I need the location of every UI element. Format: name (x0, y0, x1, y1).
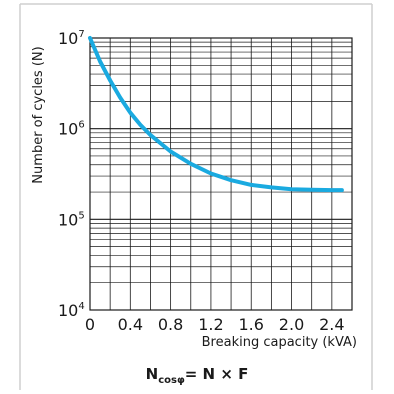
x-tick-label: 0.8 (158, 315, 183, 334)
x-tick-label: 0 (85, 315, 95, 334)
formula-rest: = N × F (184, 365, 249, 383)
formula: Ncosφ= N × F (0, 365, 394, 386)
y-tick-label: 104 (58, 301, 85, 320)
x-tick-label: 2.4 (319, 315, 344, 334)
series-line (88, 36, 344, 193)
formula-subscript: cosφ (158, 375, 185, 386)
y-tick-label: 105 (58, 210, 85, 229)
x-tick-label: 0.4 (118, 315, 143, 334)
x-tick-label: 2.0 (279, 315, 304, 334)
y-tick-label: 106 (58, 120, 85, 139)
y-tick-label: 107 (58, 29, 85, 48)
x-tick-label: 1.6 (239, 315, 264, 334)
plot-border (89, 37, 353, 311)
x-tick-label: 1.2 (198, 315, 223, 334)
y-axis-label: Number of cycles (N) (31, 46, 46, 183)
x-axis-label: Breaking capacity (kVA) (202, 335, 357, 350)
formula-n: N (145, 365, 159, 383)
